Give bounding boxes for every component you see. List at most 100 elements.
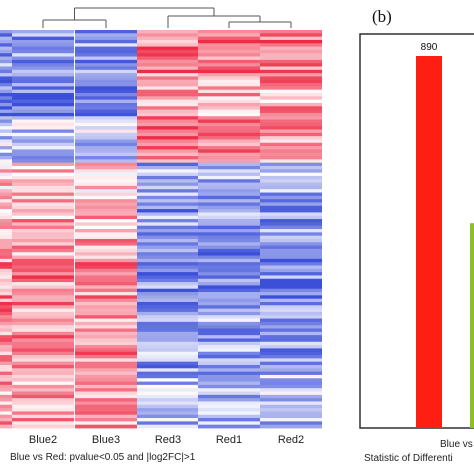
heatmap-cell	[75, 272, 137, 276]
heatmap-cell	[137, 315, 199, 319]
heatmap-cell	[0, 46, 12, 51]
heatmap-cell	[260, 421, 322, 426]
heatmap-cell	[0, 109, 12, 114]
heatmap-cell	[137, 109, 199, 114]
heatmap-cell	[260, 235, 322, 240]
heatmap-cell	[137, 391, 199, 396]
heatmap-cell	[198, 59, 260, 64]
heatmap-cell	[0, 345, 12, 349]
heatmap-cell	[0, 275, 12, 280]
heatmap-cell	[75, 102, 137, 107]
heatmap-cell	[137, 172, 199, 177]
heatmap-cell	[12, 63, 74, 67]
heatmap-cell	[0, 43, 12, 47]
heatmap-cell	[198, 56, 260, 61]
heatmap-cell	[0, 292, 12, 296]
heatmap-cell	[260, 102, 322, 107]
heatmap-cell	[75, 248, 137, 253]
heatmap-cell	[12, 132, 74, 137]
heatmap-cell	[137, 424, 199, 429]
heatmap-cell	[75, 132, 137, 137]
heatmap-cell	[198, 381, 260, 386]
heatmap-cell	[137, 282, 199, 286]
heatmap-cell	[0, 136, 12, 140]
heatmap-cell	[260, 265, 322, 270]
heatmap-cell	[75, 364, 137, 369]
heatmap-cell	[0, 245, 12, 250]
heatmap-cell	[12, 265, 74, 270]
heatmap-cell	[137, 262, 199, 266]
heatmap-cell	[0, 364, 12, 369]
heatmap-cell	[75, 278, 137, 283]
heatmap-cell	[12, 189, 74, 193]
heatmap-cell	[12, 86, 74, 91]
heatmap-cell	[260, 335, 322, 339]
heatmap-cell	[198, 142, 260, 147]
heatmap-cell	[75, 76, 137, 81]
heatmap-cell	[75, 119, 137, 124]
heatmap-cell	[198, 371, 260, 376]
heatmap-cell	[12, 96, 74, 101]
heatmap-cell	[198, 242, 260, 246]
heatmap-cell	[137, 229, 199, 233]
heatmap-cell	[137, 102, 199, 107]
heatmap-cell	[0, 146, 12, 150]
heatmap-cell	[260, 331, 322, 336]
heatmap-cell	[260, 245, 322, 250]
heatmap-cell	[75, 229, 137, 233]
heatmap-cell	[0, 152, 12, 157]
heatmap-cell	[12, 398, 74, 402]
heatmap-cell	[260, 305, 322, 309]
heatmap-cell	[12, 199, 74, 203]
heatmap-cell	[137, 331, 199, 336]
heatmap-cell	[198, 36, 260, 41]
heatmap-cell	[260, 411, 322, 416]
heatmap-cell	[260, 341, 322, 346]
heatmap-cell	[198, 258, 260, 263]
heatmap-cell	[0, 129, 12, 134]
heatmap-cell	[137, 222, 199, 227]
heatmap-cell	[137, 99, 199, 104]
heatmap-cell	[75, 321, 137, 326]
heatmap-cell	[198, 225, 260, 230]
heatmap-cell	[137, 361, 199, 366]
heatmap-cell	[0, 139, 12, 144]
heatmap-cell	[260, 398, 322, 402]
heatmap-cell	[260, 86, 322, 91]
heatmap-cell	[75, 301, 137, 306]
heatmap-cell	[260, 308, 322, 313]
heatmap-cell	[137, 175, 199, 180]
heatmap-cell	[75, 282, 137, 286]
heatmap-cell	[75, 112, 137, 117]
heatmap-cell	[198, 252, 260, 256]
heatmap-cell	[198, 179, 260, 183]
heatmap-cell	[260, 169, 322, 174]
heatmap-cell	[75, 109, 137, 114]
heatmap-cell	[198, 238, 260, 243]
heatmap-cell	[260, 129, 322, 134]
heatmap-cell	[75, 265, 137, 270]
heatmap-cell	[12, 421, 74, 426]
heatmap-cell	[137, 232, 199, 237]
heatmap-cell	[12, 215, 74, 220]
heatmap-cell	[12, 172, 74, 177]
heatmap-cell	[137, 152, 199, 157]
heatmap-cell	[0, 212, 12, 217]
heatmap-cell	[198, 421, 260, 426]
heatmap-cell	[198, 119, 260, 124]
heatmap-cell	[75, 63, 137, 67]
heatmap-cell	[0, 331, 12, 336]
heatmap-cell	[137, 79, 199, 84]
heatmap-cell	[75, 331, 137, 336]
heatmap-cell	[260, 401, 322, 406]
heatmap-cell	[260, 242, 322, 246]
heatmap-cell	[75, 142, 137, 147]
heatmap-cell	[12, 102, 74, 107]
heatmap-cell	[137, 189, 199, 193]
heatmap-cell	[12, 46, 74, 51]
heatmap-cell	[198, 192, 260, 197]
heatmap-cell	[198, 106, 260, 110]
heatmap-cell	[75, 169, 137, 174]
heatmap-cell	[260, 275, 322, 280]
heatmap-cell	[137, 358, 199, 363]
